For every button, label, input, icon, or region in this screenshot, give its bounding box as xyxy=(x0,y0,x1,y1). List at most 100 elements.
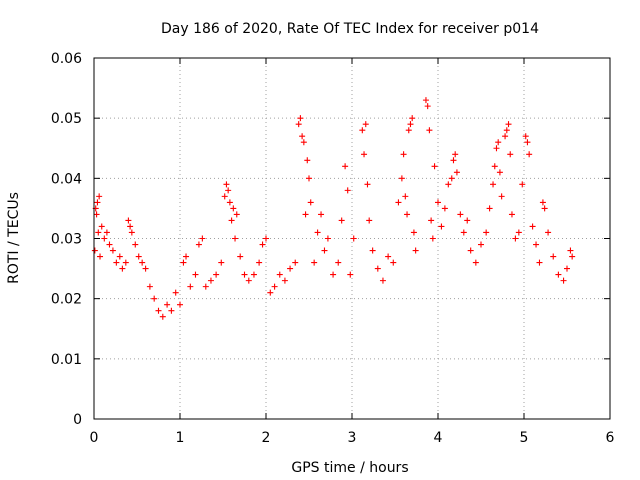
data-point-0-80 xyxy=(347,271,354,278)
x-tick-label-4: 4 xyxy=(434,430,443,446)
y-tick-label-0: 0 xyxy=(73,412,82,428)
y-axis-label: ROTI / TECUs xyxy=(6,192,22,284)
data-point-0-128 xyxy=(496,169,503,176)
data-point-0-111 xyxy=(445,181,452,188)
x-tick-label-0: 0 xyxy=(90,430,99,446)
data-point-0-86 xyxy=(366,217,373,224)
data-point-0-149 xyxy=(560,277,567,284)
data-point-0-131 xyxy=(503,127,510,134)
data-point-0-147 xyxy=(550,253,557,260)
data-point-0-40 xyxy=(218,259,225,266)
data-point-0-70 xyxy=(311,259,318,266)
data-point-0-96 xyxy=(404,211,411,218)
data-point-0-3 xyxy=(93,211,100,218)
y-tick-label-4: 0.04 xyxy=(51,171,82,187)
data-point-0-151 xyxy=(567,247,574,254)
data-point-0-83 xyxy=(361,151,368,158)
y-tick-labels: 0 0.01 0.02 0.03 0.04 0.05 0.06 xyxy=(51,51,82,428)
data-point-0-61 xyxy=(292,259,299,266)
data-points xyxy=(91,97,576,320)
y-tick-label-3: 0.03 xyxy=(51,232,82,248)
data-point-0-130 xyxy=(502,133,509,140)
data-point-0-121 xyxy=(478,241,484,248)
data-point-0-43 xyxy=(225,187,232,194)
data-point-0-57 xyxy=(271,283,278,290)
data-point-0-133 xyxy=(507,151,514,158)
data-point-0-90 xyxy=(385,253,392,260)
x-tick-label-5: 5 xyxy=(520,430,529,446)
data-point-0-66 xyxy=(302,211,309,218)
data-point-0-113 xyxy=(450,157,457,164)
data-point-0-31 xyxy=(180,259,187,266)
data-point-0-97 xyxy=(405,127,412,134)
data-point-0-54 xyxy=(259,241,266,248)
data-point-0-46 xyxy=(230,205,237,212)
data-point-0-68 xyxy=(306,175,312,182)
data-point-0-50 xyxy=(241,271,248,278)
data-point-0-42 xyxy=(223,181,230,188)
data-point-0-78 xyxy=(342,163,349,170)
data-point-0-109 xyxy=(438,223,445,230)
data-point-0-102 xyxy=(422,97,429,104)
data-point-0-100 xyxy=(410,229,417,236)
data-point-0-81 xyxy=(350,235,357,242)
data-point-0-91 xyxy=(390,259,397,266)
data-point-0-76 xyxy=(335,259,342,266)
data-point-0-53 xyxy=(256,259,263,266)
data-point-0-21 xyxy=(139,259,146,266)
y-tick-label-6: 0.06 xyxy=(51,51,82,67)
data-point-0-114 xyxy=(452,151,459,158)
data-point-0-136 xyxy=(515,229,522,236)
data-point-0-89 xyxy=(379,277,386,284)
data-point-0-12 xyxy=(113,259,120,266)
data-point-0-35 xyxy=(195,241,202,248)
x-tick-label-3: 3 xyxy=(348,430,357,446)
data-point-0-19 xyxy=(132,241,139,248)
x-tick-label-6: 6 xyxy=(606,430,615,446)
data-point-0-152 xyxy=(569,253,576,260)
data-point-0-150 xyxy=(564,265,570,272)
data-point-0-23 xyxy=(146,283,153,290)
data-point-0-8 xyxy=(101,235,108,242)
data-point-0-117 xyxy=(460,229,467,236)
data-point-0-123 xyxy=(486,205,493,212)
data-point-0-4 xyxy=(95,229,102,236)
data-point-0-77 xyxy=(338,217,345,224)
data-point-0-20 xyxy=(135,253,142,260)
data-point-0-87 xyxy=(369,247,376,254)
data-point-0-62 xyxy=(295,121,302,128)
data-point-0-60 xyxy=(287,265,294,272)
data-point-0-32 xyxy=(183,253,190,260)
data-point-0-29 xyxy=(172,289,179,296)
data-point-0-144 xyxy=(539,199,546,206)
data-point-0-14 xyxy=(119,265,126,272)
data-point-0-72 xyxy=(318,211,325,218)
data-point-0-13 xyxy=(116,253,123,260)
data-point-0-135 xyxy=(512,235,519,242)
y-tick-label-2: 0.02 xyxy=(51,292,82,308)
data-point-0-73 xyxy=(321,247,328,254)
data-point-0-138 xyxy=(522,133,529,140)
data-point-0-74 xyxy=(324,235,331,242)
data-point-0-67 xyxy=(304,157,311,164)
axis-ticks xyxy=(93,57,611,420)
data-point-0-122 xyxy=(483,229,490,236)
data-point-0-37 xyxy=(202,283,209,290)
data-point-0-104 xyxy=(426,127,433,134)
data-point-0-140 xyxy=(526,151,533,158)
data-point-0-11 xyxy=(109,247,116,254)
data-point-0-85 xyxy=(364,181,371,188)
data-point-0-39 xyxy=(213,271,220,278)
data-point-0-119 xyxy=(467,247,474,254)
data-point-0-132 xyxy=(505,121,512,128)
data-point-0-58 xyxy=(276,271,283,278)
data-point-0-75 xyxy=(330,271,337,278)
data-point-0-51 xyxy=(245,277,252,284)
data-point-0-9 xyxy=(103,229,110,236)
data-point-0-17 xyxy=(127,223,134,230)
data-point-0-52 xyxy=(250,271,257,278)
data-point-0-41 xyxy=(221,193,228,200)
data-point-0-47 xyxy=(232,235,239,242)
